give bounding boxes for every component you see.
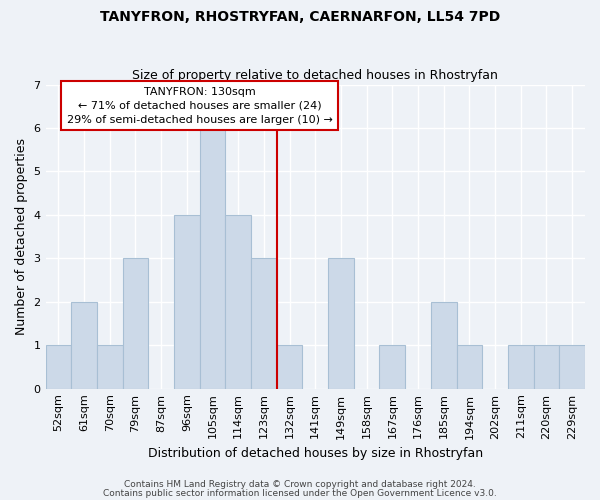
Bar: [46, 345, 71, 389]
Bar: [328, 258, 354, 388]
Bar: [431, 302, 457, 388]
Bar: [379, 345, 405, 389]
Y-axis label: Number of detached properties: Number of detached properties: [15, 138, 28, 335]
Text: Contains HM Land Registry data © Crown copyright and database right 2024.: Contains HM Land Registry data © Crown c…: [124, 480, 476, 489]
Bar: [174, 215, 200, 388]
X-axis label: Distribution of detached houses by size in Rhostryfan: Distribution of detached houses by size …: [148, 447, 483, 460]
Text: Contains public sector information licensed under the Open Government Licence v3: Contains public sector information licen…: [103, 488, 497, 498]
Bar: [277, 345, 302, 389]
Bar: [559, 345, 585, 389]
Bar: [122, 258, 148, 388]
Bar: [508, 345, 533, 389]
Bar: [226, 215, 251, 388]
Text: TANYFRON, RHOSTRYFAN, CAERNARFON, LL54 7PD: TANYFRON, RHOSTRYFAN, CAERNARFON, LL54 7…: [100, 10, 500, 24]
Bar: [97, 345, 122, 389]
Title: Size of property relative to detached houses in Rhostryfan: Size of property relative to detached ho…: [133, 69, 498, 82]
Text: TANYFRON: 130sqm
← 71% of detached houses are smaller (24)
29% of semi-detached : TANYFRON: 130sqm ← 71% of detached house…: [67, 86, 332, 124]
Bar: [71, 302, 97, 388]
Bar: [533, 345, 559, 389]
Bar: [457, 345, 482, 389]
Bar: [251, 258, 277, 388]
Bar: [200, 128, 226, 388]
